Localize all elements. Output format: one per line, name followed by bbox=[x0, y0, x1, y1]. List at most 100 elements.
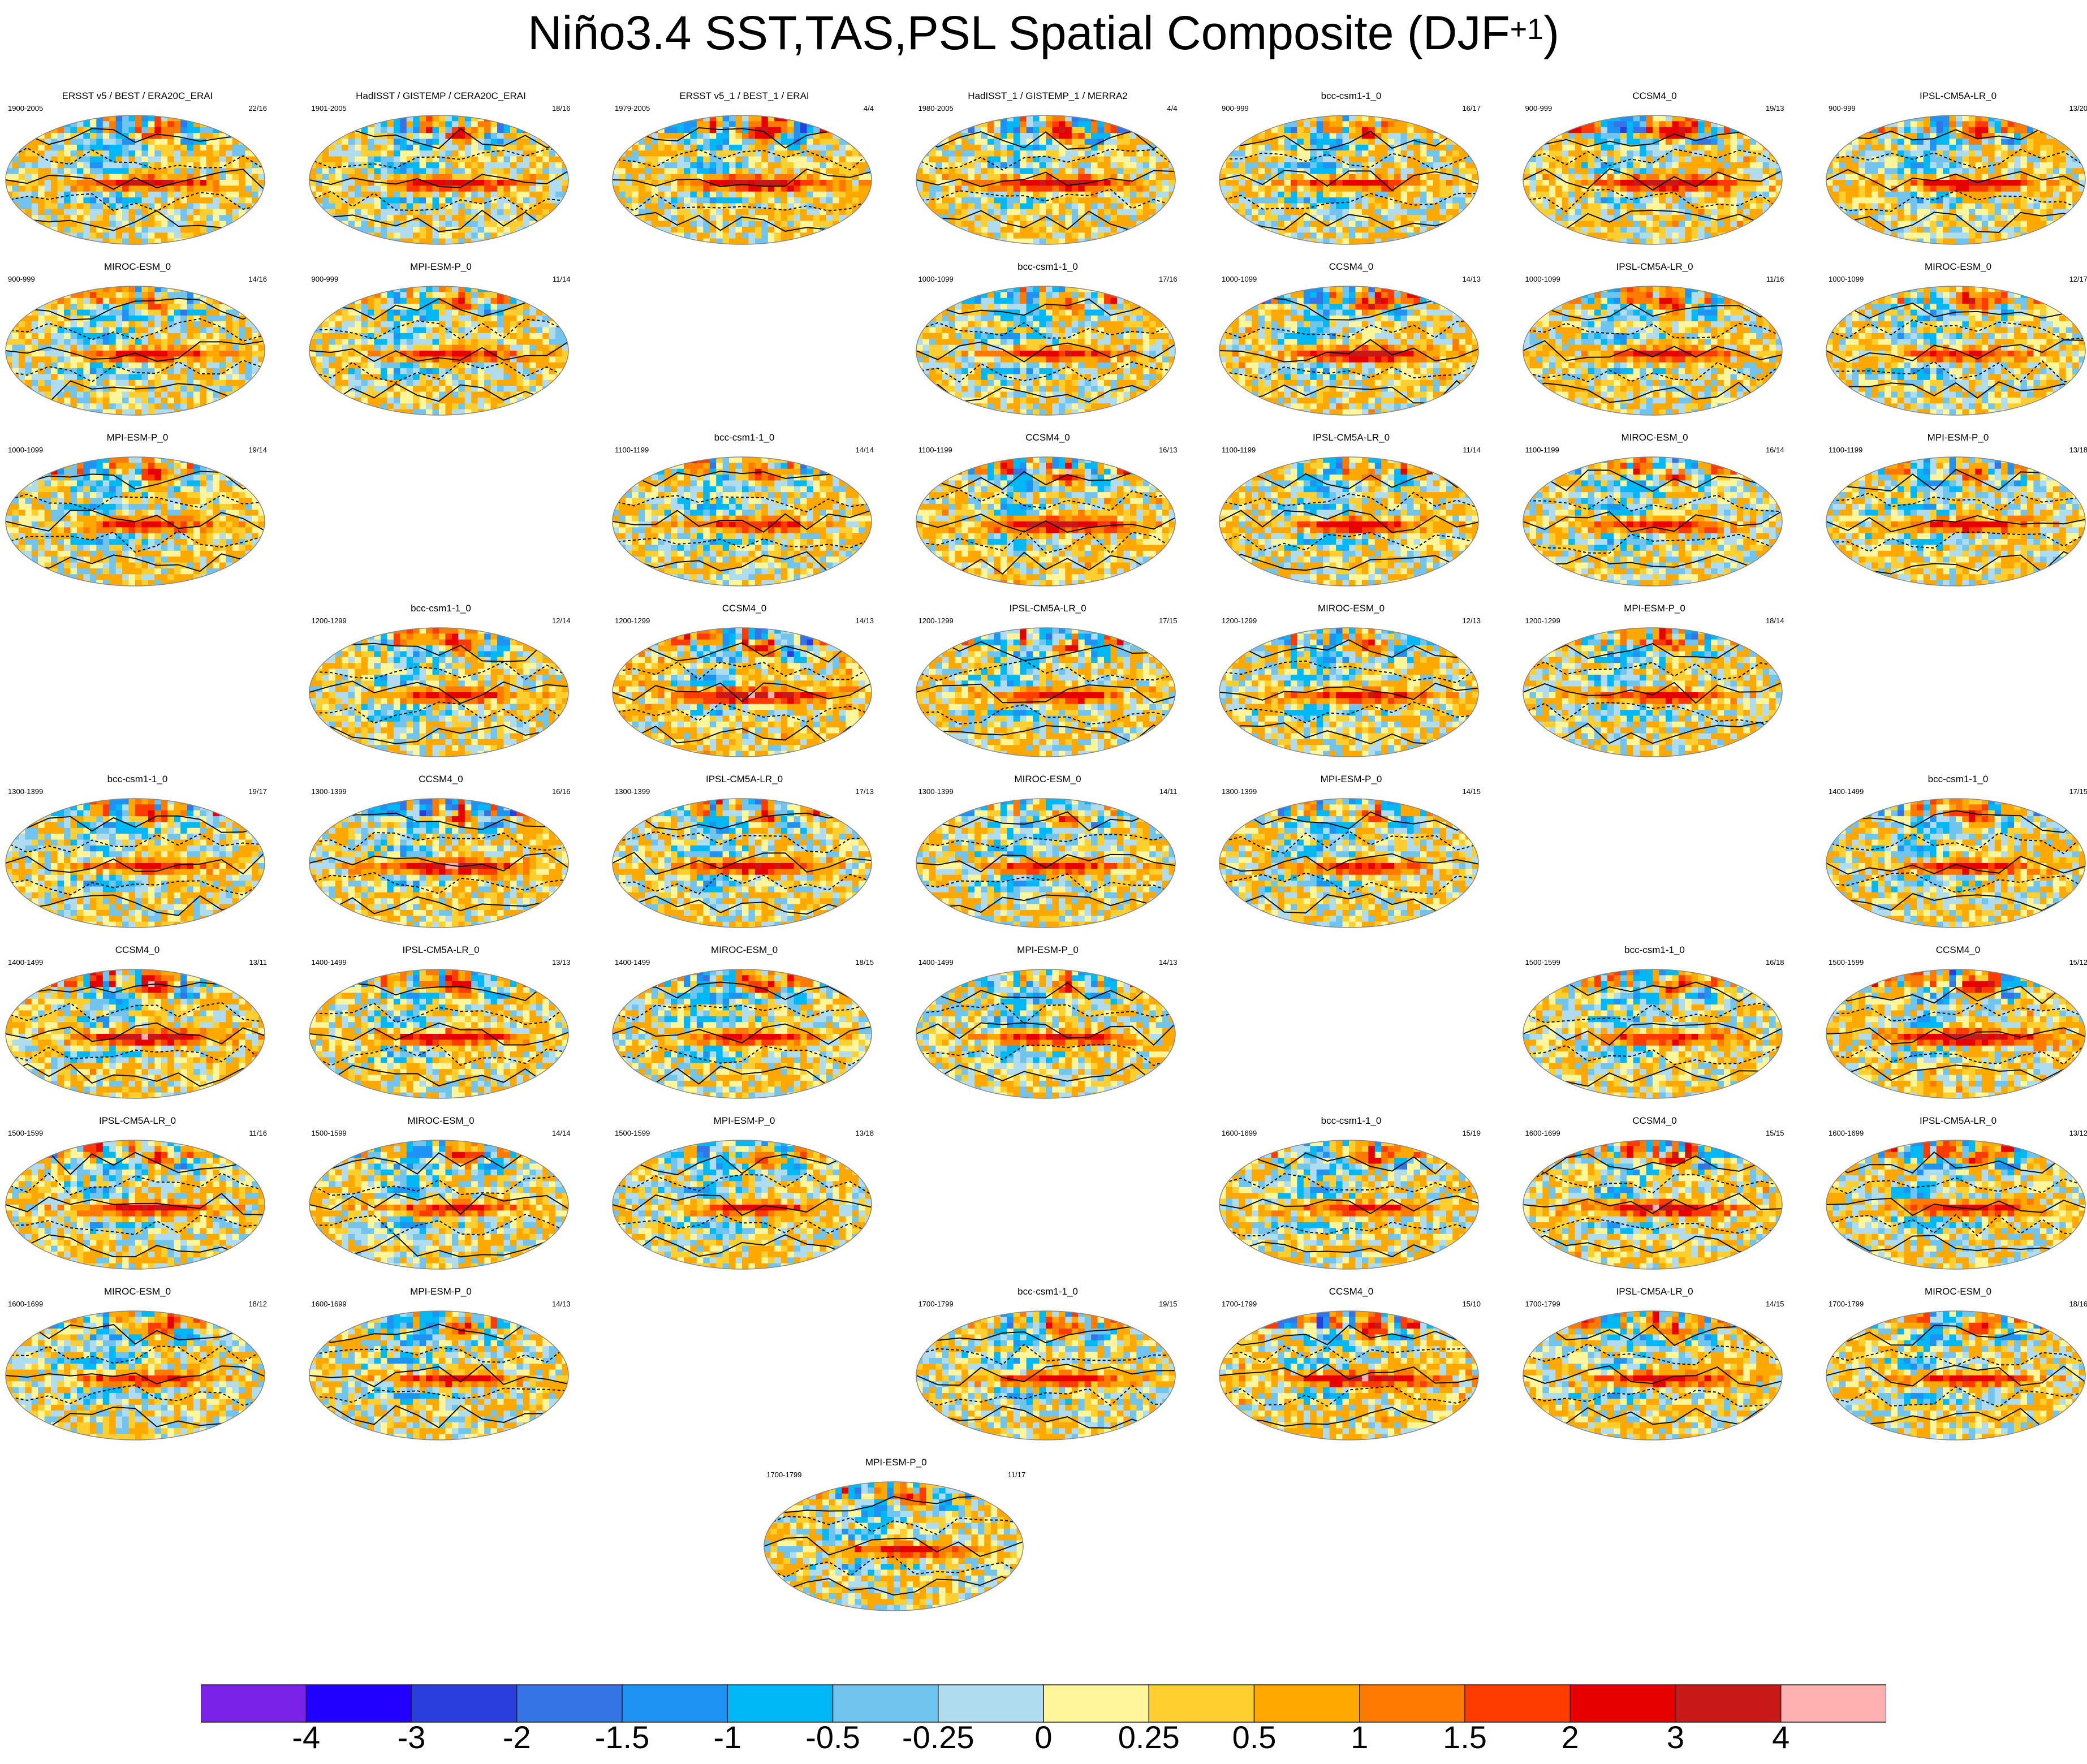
map-globe bbox=[1522, 969, 1783, 1099]
map-globe bbox=[1219, 798, 1479, 928]
colorbar-box bbox=[201, 1684, 307, 1723]
panel-event-count: 12/14 bbox=[552, 616, 571, 626]
map-panel: HadISST / GISTEMP / CERA20C_ERAI 1901-200… bbox=[308, 90, 574, 255]
panel-title: MIROC-ESM_0 bbox=[1522, 432, 1788, 443]
map-globe bbox=[612, 969, 872, 1099]
map-panel: CCSM4_0 1200-1299 14/13 bbox=[611, 603, 877, 767]
colorbar-tick-label: 0.25 bbox=[1118, 1719, 1180, 1756]
panel-event-count: 18/16 bbox=[2069, 1300, 2087, 1309]
panel-event-count: 17/15 bbox=[2069, 787, 2087, 796]
panel-title: MIROC-ESM_0 bbox=[915, 774, 1181, 785]
panel-title: CCSM4_0 bbox=[308, 774, 574, 785]
panel-title: CCSM4_0 bbox=[611, 603, 877, 614]
panel-years: 1100-1199 bbox=[1525, 446, 1559, 455]
map-panel: IPSL-CM5A-LR_0 1400-1499 13/13 bbox=[308, 944, 574, 1109]
panel-event-count: 14/13 bbox=[1462, 275, 1481, 284]
panel-years: 900-999 bbox=[1525, 104, 1553, 113]
panel-event-count: 14/14 bbox=[552, 1129, 571, 1138]
panel-title: bcc-csm1-1_0 bbox=[1218, 90, 1484, 102]
panel-event-count: 14/15 bbox=[1766, 1300, 1784, 1309]
colorbar-tick-label: 0 bbox=[1034, 1719, 1052, 1756]
map-globe bbox=[1522, 456, 1783, 586]
panel-event-count: 4/4 bbox=[1167, 104, 1177, 113]
map-globe bbox=[915, 969, 1176, 1099]
panel-event-count: 18/12 bbox=[248, 1300, 267, 1309]
map-globe bbox=[308, 286, 569, 416]
panel-years: 1000-1099 bbox=[1525, 275, 1560, 284]
panel-event-count: 11/14 bbox=[553, 275, 571, 284]
panel-years: 1979-2005 bbox=[615, 104, 650, 113]
panel-title: MIROC-ESM_0 bbox=[5, 1286, 270, 1297]
panel-years: 1100-1199 bbox=[1829, 446, 1862, 455]
panel-years: 1980-2005 bbox=[919, 104, 954, 113]
map-globe bbox=[1219, 286, 1479, 416]
panel-event-count: 14/13 bbox=[552, 1300, 571, 1309]
panel-title: bcc-csm1-1_0 bbox=[611, 432, 877, 443]
panel-years: 1300-1399 bbox=[1222, 787, 1257, 796]
panel-title: IPSL-CM5A-LR_0 bbox=[1218, 432, 1484, 443]
map-globe bbox=[1219, 627, 1479, 757]
panel-event-count: 14/15 bbox=[1462, 787, 1481, 796]
panel-event-count: 14/16 bbox=[248, 275, 267, 284]
panel-title: MPI-ESM-P_0 bbox=[5, 432, 270, 443]
panel-title: IPSL-CM5A-LR_0 bbox=[915, 603, 1181, 614]
colorbar-box bbox=[305, 1684, 412, 1723]
panel-years: 1200-1299 bbox=[1525, 616, 1560, 626]
panel-event-count: 15/19 bbox=[1462, 1129, 1481, 1138]
panel-title: MIROC-ESM_0 bbox=[1218, 603, 1484, 614]
map-panel: ERSST v5 / BEST / ERA20C_ERAI 1900-2005 22… bbox=[5, 90, 270, 255]
panel-years: 1100-1199 bbox=[919, 446, 952, 455]
colorbar-tick-label: -3 bbox=[398, 1719, 426, 1756]
panel-event-count: 13/18 bbox=[2069, 446, 2087, 455]
panel-years: 1500-1599 bbox=[8, 1129, 43, 1138]
panel-years: 1900-2005 bbox=[8, 104, 43, 113]
map-panel: MPI-ESM-P_0 1100-1199 13/18 bbox=[1825, 432, 2087, 596]
chart-title: Niño3.4 SST,TAS,PSL Spatial Composite (D… bbox=[0, 5, 2087, 61]
map-panel: bcc-csm1-1_0 1500-1599 16/18 bbox=[1522, 944, 1788, 1109]
panel-title: bcc-csm1-1_0 bbox=[1218, 1115, 1484, 1127]
colorbar-box bbox=[1148, 1684, 1255, 1723]
panel-event-count: 18/14 bbox=[1766, 616, 1784, 626]
panel-title: CCSM4_0 bbox=[1522, 1115, 1788, 1127]
map-globe bbox=[5, 1310, 265, 1440]
map-panel: MPI-ESM-P_0 1700-1799 11/17 bbox=[763, 1457, 1029, 1621]
panel-years: 1200-1299 bbox=[615, 616, 650, 626]
panel-event-count: 22/16 bbox=[248, 104, 267, 113]
panel-years: 1100-1199 bbox=[1222, 446, 1256, 455]
map-panel: CCSM4_0 1600-1699 15/15 bbox=[1522, 1115, 1788, 1279]
map-globe bbox=[5, 286, 265, 416]
colorbar-tick-label: 4 bbox=[1772, 1719, 1790, 1756]
panel-event-count: 12/13 bbox=[1462, 616, 1481, 626]
colorbar-box bbox=[727, 1684, 834, 1723]
panel-title: CCSM4_0 bbox=[5, 944, 270, 956]
map-globe bbox=[1826, 798, 2086, 928]
panel-event-count: 19/14 bbox=[248, 446, 267, 455]
panel-event-count: 13/12 bbox=[2069, 1129, 2087, 1138]
map-globe bbox=[1219, 115, 1479, 245]
panel-years: 1600-1699 bbox=[312, 1300, 347, 1309]
panel-title: MPI-ESM-P_0 bbox=[763, 1457, 1029, 1468]
map-globe bbox=[915, 115, 1176, 245]
panel-years: 900-999 bbox=[312, 275, 339, 284]
panel-years: 1400-1499 bbox=[312, 958, 347, 967]
map-panel: IPSL-CM5A-LR_0 1700-1799 14/15 bbox=[1522, 1286, 1788, 1450]
map-globe bbox=[1826, 456, 2086, 586]
map-globe bbox=[308, 627, 569, 757]
map-panel: IPSL-CM5A-LR_0 1200-1299 17/15 bbox=[915, 603, 1181, 767]
map-globe bbox=[1826, 286, 2086, 416]
panel-event-count: 12/17 bbox=[2069, 275, 2087, 284]
panel-title: IPSL-CM5A-LR_0 bbox=[308, 944, 574, 956]
panel-years: 1901-2005 bbox=[312, 104, 347, 113]
panel-event-count: 15/10 bbox=[1462, 1300, 1481, 1309]
panel-event-count: 11/17 bbox=[1008, 1470, 1026, 1480]
map-globe bbox=[1522, 1310, 1783, 1440]
chart-title-text: Niño3.4 SST,TAS,PSL Spatial Composite (D… bbox=[528, 6, 1510, 59]
panel-event-count: 13/13 bbox=[552, 958, 571, 967]
panel-years: 1600-1699 bbox=[1829, 1129, 1864, 1138]
panel-years: 1300-1399 bbox=[919, 787, 954, 796]
panel-event-count: 4/4 bbox=[864, 104, 874, 113]
map-globe bbox=[915, 798, 1176, 928]
map-globe bbox=[1826, 115, 2086, 245]
map-panel: MPI-ESM-P_0 900-999 11/14 bbox=[308, 261, 574, 425]
colorbar-tick-label: 1 bbox=[1351, 1719, 1368, 1756]
